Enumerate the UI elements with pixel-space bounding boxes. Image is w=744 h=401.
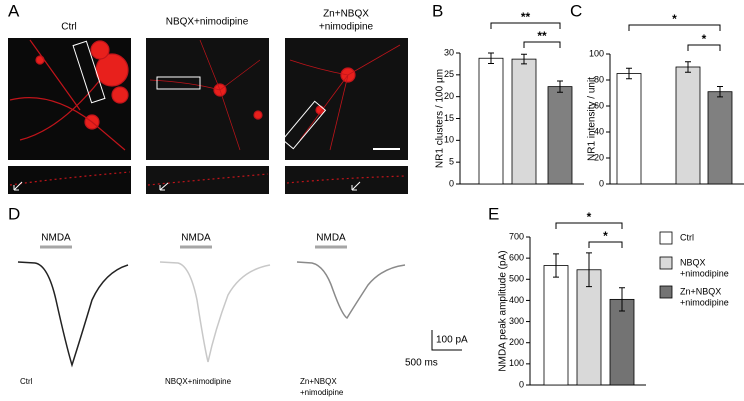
trace-label: +nimodipine — [300, 388, 344, 397]
significance-bracket — [490, 22, 561, 29]
image-title: +nimodipine — [319, 22, 374, 33]
legend-swatch — [659, 256, 673, 270]
y-tick-label: 10 — [444, 135, 454, 145]
significance-label: * — [702, 32, 707, 46]
significance-bracket — [523, 41, 561, 48]
significance-label: ** — [521, 10, 531, 24]
error-bar — [521, 53, 527, 65]
error-bar — [717, 86, 723, 98]
y-tick-label: 100 — [589, 48, 604, 58]
y-tick-label: 700 — [509, 231, 524, 241]
y-axis-label: NMDA peak amplitude (pA) — [498, 250, 509, 371]
y-tick-label: 80 — [594, 74, 604, 84]
y-tick-label: 5 — [449, 157, 454, 167]
y-tick-label: 40 — [594, 126, 604, 136]
trace-label: Zn+NBQX — [300, 377, 337, 386]
y-tick-label: 30 — [444, 47, 454, 57]
error-bar — [488, 52, 494, 64]
legend-label: +nimodipine — [680, 297, 729, 307]
significance-label: * — [587, 210, 592, 224]
image-title: Zn+NBQX — [323, 9, 369, 20]
y-tick-label: 200 — [509, 337, 524, 347]
scale-current: 100 pA — [436, 335, 468, 346]
bar — [576, 269, 602, 386]
bar — [511, 58, 537, 185]
significance-bracket — [628, 24, 721, 31]
y-tick-label: 100 — [509, 358, 524, 368]
y-tick-label: 60 — [594, 100, 604, 110]
y-tick-label: 25 — [444, 69, 454, 79]
panel-label: A — [8, 1, 20, 20]
panel-label: B — [432, 1, 443, 20]
significance-label: * — [603, 229, 608, 243]
error-bar — [586, 252, 592, 288]
legend-swatch — [659, 285, 673, 299]
significance-label: * — [672, 12, 677, 26]
significance-bracket — [588, 241, 623, 248]
y-tick-label: 0 — [519, 379, 524, 389]
bar — [609, 298, 635, 386]
error-bar — [626, 67, 632, 80]
image-title: NBQX+nimodipine — [166, 17, 249, 28]
y-axis-label: NR1 intensity / unit — [587, 77, 598, 161]
bar — [675, 66, 701, 185]
bar — [547, 86, 573, 185]
stimulus-label: NMDA — [181, 233, 211, 244]
y-tick-label: 20 — [444, 91, 454, 101]
y-axis-label: NR1 clusters / 100 µm — [435, 69, 446, 168]
scale-time: 500 ms — [405, 358, 438, 369]
legend-label: Ctrl — [680, 232, 694, 242]
legend-label: NBQX — [680, 257, 706, 267]
significance-bracket — [687, 44, 721, 51]
stimulus-label: NMDA — [41, 233, 71, 244]
legend-swatch — [659, 231, 673, 245]
panel-label: D — [8, 204, 20, 223]
bar — [707, 91, 733, 185]
y-tick-label: 400 — [509, 295, 524, 305]
legend-label: +nimodipine — [680, 268, 729, 278]
y-tick-label: 15 — [444, 113, 454, 123]
panel-label: E — [488, 204, 499, 223]
micrographs — [8, 38, 408, 194]
bar — [616, 73, 642, 185]
y-tick-label: 0 — [599, 178, 604, 188]
error-bar — [553, 253, 559, 278]
bar — [478, 57, 504, 185]
error-bar — [619, 287, 625, 312]
y-tick-label: 600 — [509, 253, 524, 263]
y-tick-label: 300 — [509, 316, 524, 326]
image-title: Ctrl — [61, 22, 77, 33]
trace-label: NBQX+nimodipine — [165, 377, 232, 386]
error-bar — [685, 61, 691, 73]
legend-label: Zn+NBQX — [680, 286, 721, 296]
panel-label: C — [570, 1, 582, 20]
current-traces — [17, 245, 462, 368]
significance-label: ** — [537, 29, 547, 43]
y-tick-label: 20 — [594, 152, 604, 162]
bar — [543, 265, 569, 386]
y-tick-label: 500 — [509, 274, 524, 284]
stimulus-label: NMDA — [316, 233, 346, 244]
y-tick-label: 0 — [449, 178, 454, 188]
error-bar — [557, 80, 563, 93]
significance-bracket — [555, 222, 623, 229]
trace-label: Ctrl — [20, 377, 33, 386]
